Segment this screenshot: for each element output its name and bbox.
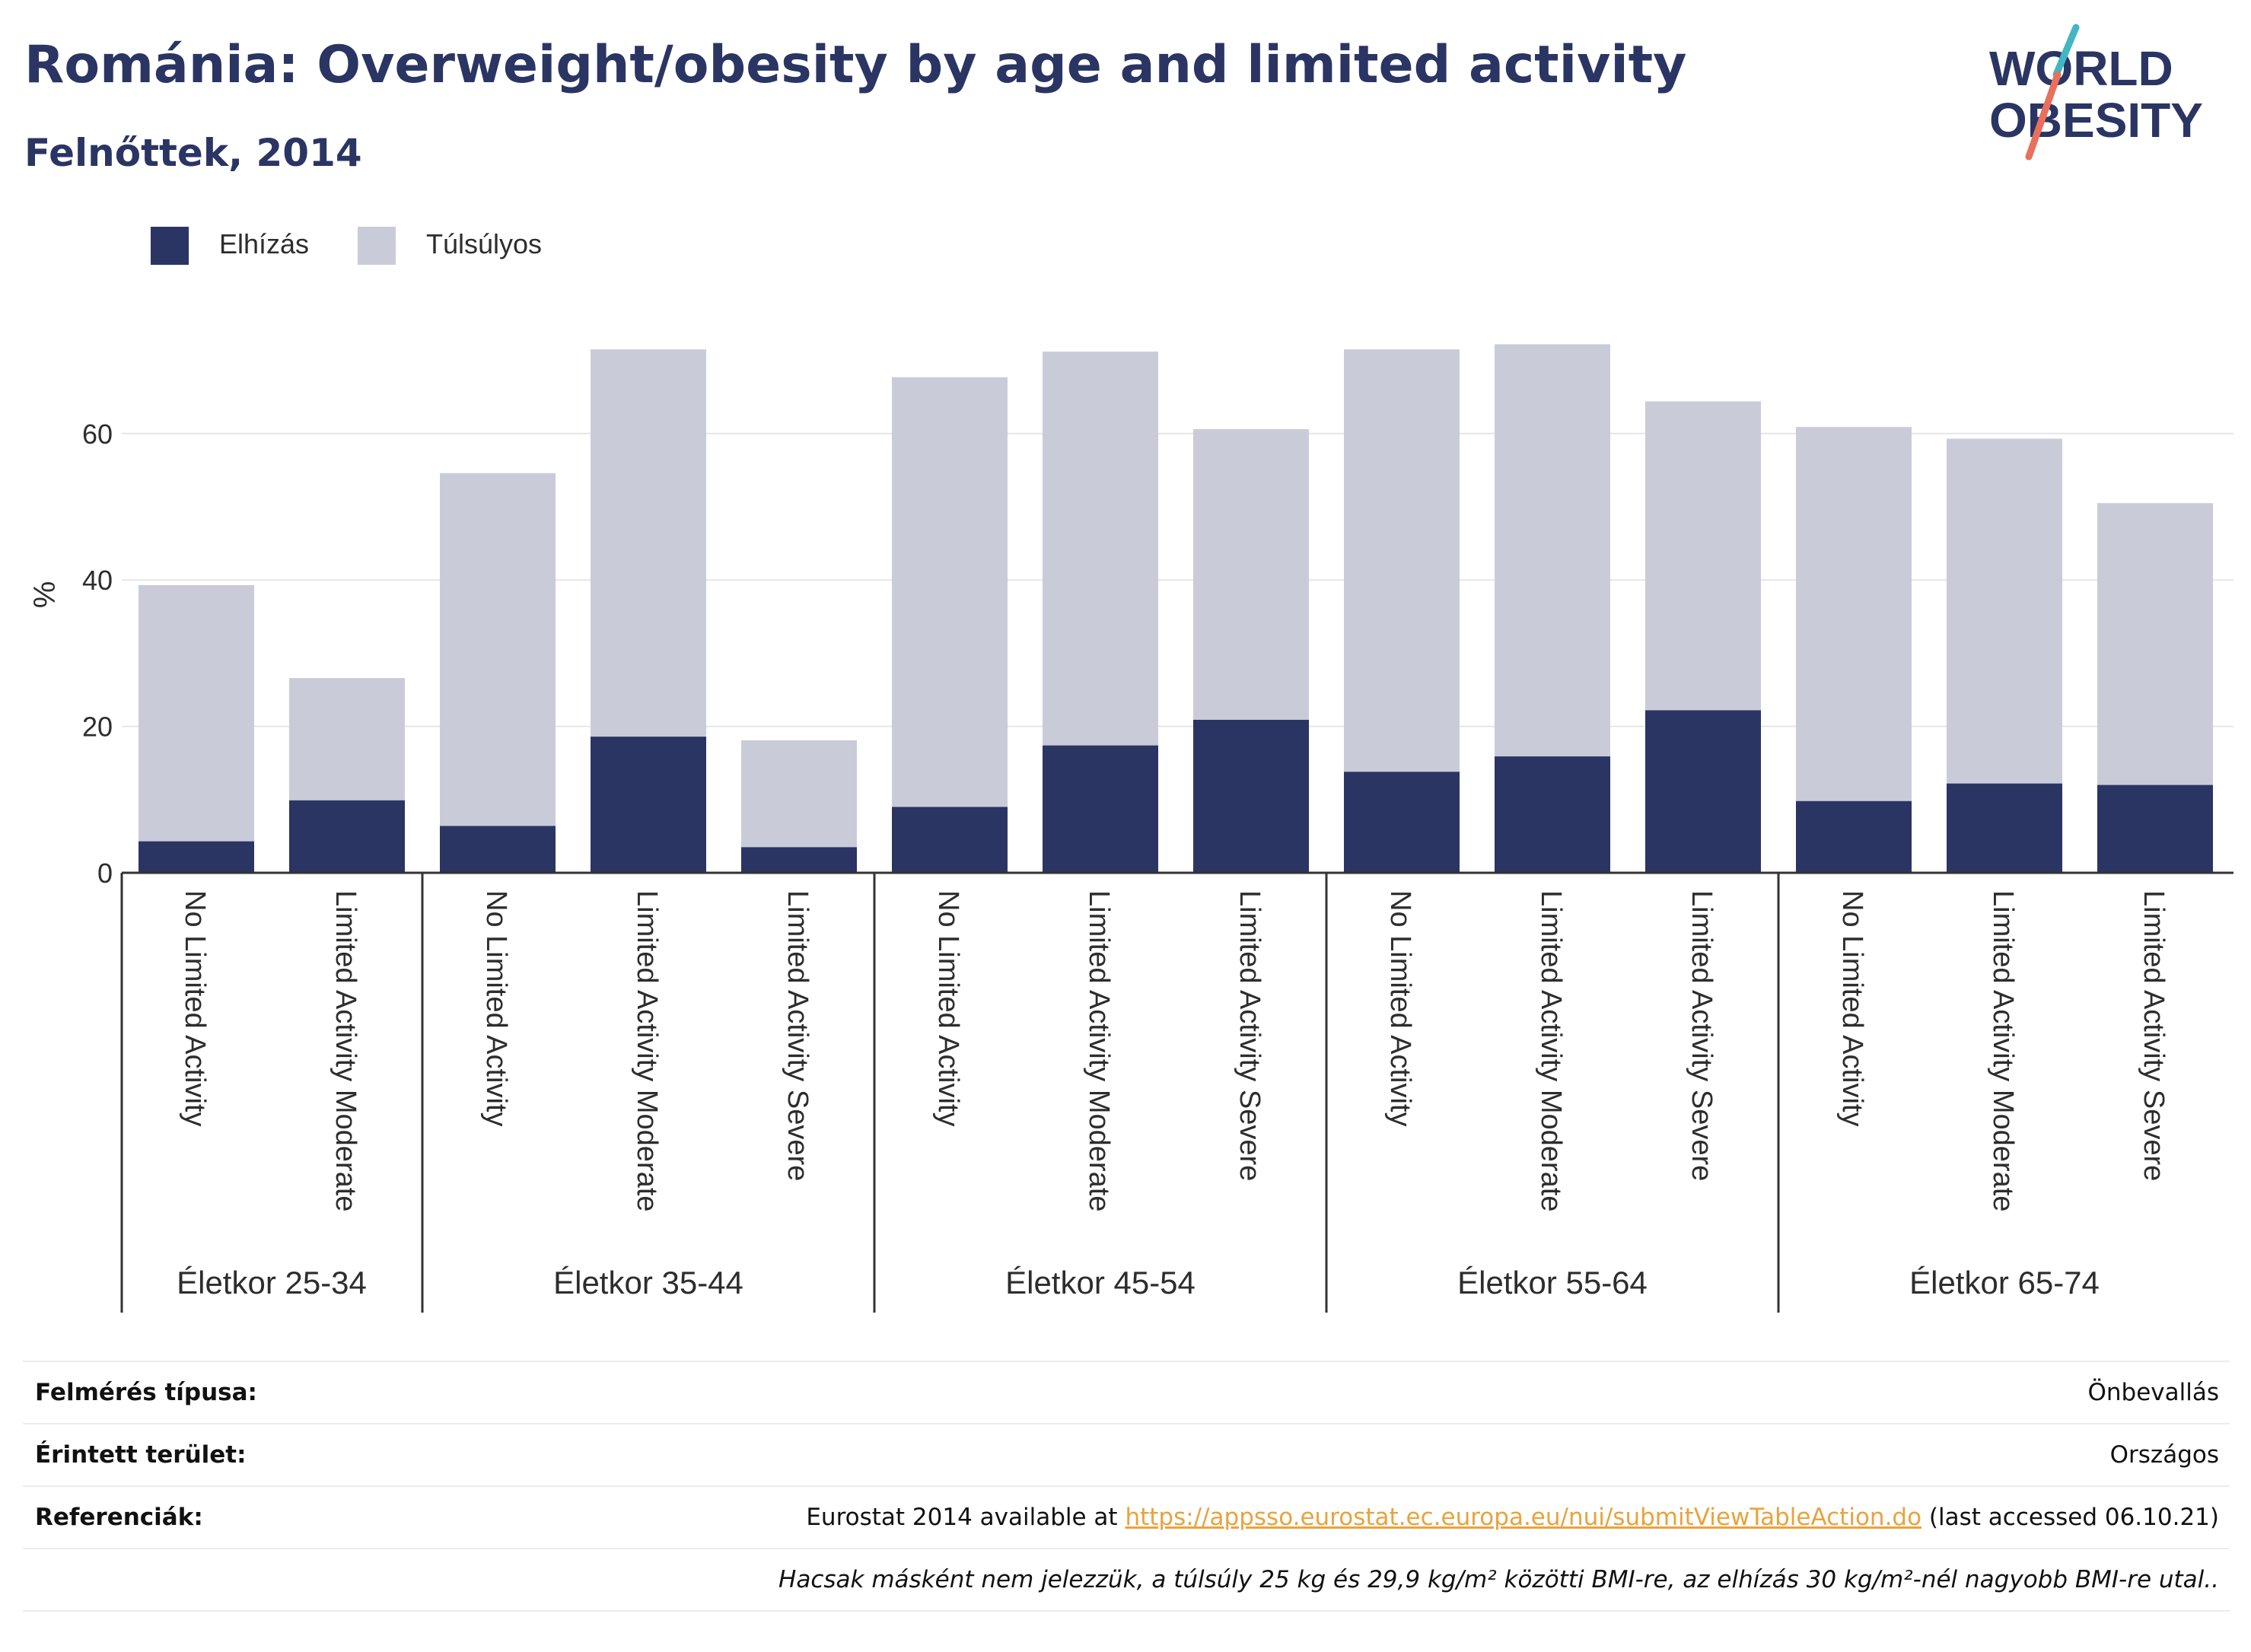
bar-obesity <box>2097 785 2213 873</box>
x-category-label: No Limited Activity <box>179 890 211 1126</box>
x-category-label: Limited Activity Moderate <box>330 890 361 1211</box>
x-category-label: Limited Activity Severe <box>782 890 813 1181</box>
x-category-label: Limited Activity Moderate <box>1083 890 1115 1211</box>
meta-value-area: Országos <box>2109 1441 2219 1469</box>
x-category-label: Limited Activity Moderate <box>1535 890 1567 1211</box>
bar-overweight <box>2097 503 2213 785</box>
legend-label-overweight: Túlsúlyos <box>426 228 543 259</box>
logo-slash-top <box>2052 24 2080 78</box>
meta-key-survey-type: Felmérés típusa: <box>35 1379 257 1406</box>
bar-overweight <box>591 349 706 737</box>
references-suffix: (last accessed 06.10.21) <box>1921 1504 2219 1531</box>
bar-obesity <box>138 841 254 873</box>
references-prefix: Eurostat 2014 available at <box>806 1504 1126 1531</box>
x-group-label: Életkor 25-34 <box>177 1265 367 1300</box>
stacked-bar-chart: 0 20 40 60% No Limited Activity Limited Activ… <box>28 344 2233 1313</box>
chart-subtitle: Felnőttek, 2014 <box>24 131 362 175</box>
bar-overweight <box>1796 427 1912 801</box>
x-group-label: Életkor 55-64 <box>1457 1265 1648 1300</box>
x-group-label: Életkor 65-74 <box>1909 1265 2100 1300</box>
logo-text-obesity: OBESITY <box>1989 93 2203 148</box>
bar-overweight <box>1495 344 1610 757</box>
meta-key-references: Referenciák: <box>35 1504 203 1531</box>
bar-obesity <box>1193 719 1309 873</box>
x-group-label: Életkor 35-44 <box>553 1265 743 1300</box>
logo-slash-bottom <box>2025 71 2062 161</box>
bar-overweight <box>1193 429 1309 720</box>
meta-row-survey-type: Felmérés típusa: Önbevallás <box>23 1361 2230 1423</box>
bar-obesity <box>1796 801 1912 873</box>
x-category-label: No Limited Activity <box>480 890 512 1126</box>
y-axis-title: % <box>28 581 62 609</box>
meta-value-survey-type: Önbevallás <box>2087 1379 2219 1406</box>
meta-value-references: Eurostat 2014 available at https://appss… <box>806 1504 2219 1531</box>
x-category-label: Limited Activity Severe <box>2138 890 2170 1181</box>
bar-obesity <box>440 826 556 873</box>
bar-overweight <box>440 473 556 826</box>
bar-obesity <box>741 847 857 873</box>
meta-key-area: Érintett terület: <box>35 1441 247 1469</box>
x-category-label: No Limited Activity <box>1836 890 1868 1126</box>
bar-overweight <box>289 678 405 801</box>
x-category-label: Limited Activity Severe <box>1686 890 1718 1181</box>
bar-obesity <box>289 800 405 873</box>
meta-note: Hacsak másként nem jelezzük, a túlsúly 2… <box>778 1566 2219 1593</box>
metadata-table: Felmérés típusa: Önbevallás Érintett ter… <box>23 1361 2230 1612</box>
bar-obesity <box>892 807 1008 873</box>
bar-obesity <box>1344 772 1460 873</box>
x-group-label: Életkor 45-54 <box>1005 1265 1196 1300</box>
x-category-label: No Limited Activity <box>1384 890 1416 1126</box>
world-obesity-logo: WORLD OBESITY <box>1989 24 2203 161</box>
bar-overweight <box>1043 352 1158 746</box>
bar-overweight <box>892 377 1008 807</box>
meta-row-area: Érintett terület: Országos <box>23 1423 2230 1485</box>
bar-obesity <box>1947 783 2062 873</box>
references-link[interactable]: https://appsso.eurostat.ec.europa.eu/nui… <box>1125 1504 1922 1531</box>
chart-title: Románia: Overweight/obesity by age and l… <box>24 35 1687 95</box>
x-category-label: Limited Activity Severe <box>1234 890 1266 1181</box>
meta-row-references: Referenciák: Eurostat 2014 available at … <box>23 1485 2230 1548</box>
bar-overweight <box>1645 401 1761 711</box>
y-tick-label: 20 <box>82 711 113 743</box>
y-tick-label: 0 <box>97 858 113 889</box>
y-tick-label: 60 <box>82 419 113 450</box>
legend-swatch-obesity <box>151 227 189 265</box>
bar-obesity <box>1645 710 1761 873</box>
bar-overweight <box>1947 438 2062 784</box>
legend-swatch-overweight <box>358 227 396 265</box>
bar-obesity <box>1495 756 1610 873</box>
x-category-label: Limited Activity Moderate <box>1987 890 2019 1211</box>
bar-overweight <box>1344 349 1460 772</box>
x-category-label: Limited Activity Moderate <box>631 890 663 1211</box>
meta-row-note: Hacsak másként nem jelezzük, a túlsúly 2… <box>23 1548 2230 1612</box>
bar-obesity <box>1043 745 1158 873</box>
bar-overweight <box>138 584 254 842</box>
legend-label-obesity: Elhízás <box>219 228 310 259</box>
logo-text-world: WORLD <box>1989 41 2173 96</box>
x-category-label: No Limited Activity <box>932 890 964 1126</box>
bar-obesity <box>591 737 706 873</box>
bar-overweight <box>741 740 857 848</box>
y-tick-label: 40 <box>82 565 113 596</box>
